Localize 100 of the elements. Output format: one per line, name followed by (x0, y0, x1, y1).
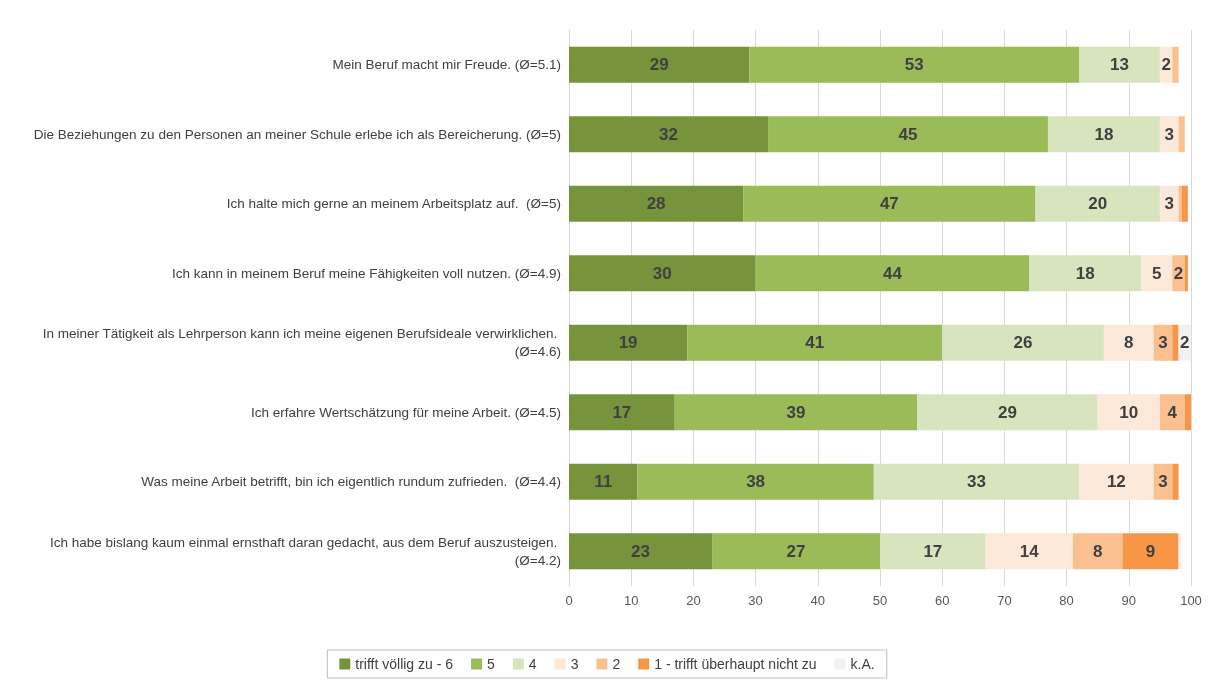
bar (1172, 46, 1179, 83)
data-label: 14 (1019, 541, 1040, 561)
x-tick-label: 20 (686, 593, 701, 608)
bar (1029, 255, 1142, 292)
data-label: 30 (652, 263, 672, 283)
x-tick-label: 70 (997, 593, 1012, 608)
bar (942, 324, 1104, 361)
bar (569, 116, 769, 153)
data-label: 20 (1088, 194, 1108, 214)
bar (569, 46, 750, 83)
data-label: 47 (879, 194, 899, 214)
bar (1079, 46, 1160, 83)
data-label: 9 (1145, 541, 1156, 561)
bar (1178, 116, 1185, 153)
bar (1184, 255, 1188, 292)
bar (569, 185, 744, 222)
data-label: 17 (923, 541, 943, 561)
data-label: 17 (612, 402, 632, 422)
bar (569, 324, 688, 361)
legend-label: 5 (487, 656, 496, 672)
bar (674, 394, 918, 431)
y-tick-label: Mein Beruf macht mir Freude. (Ø=5.1) (332, 57, 561, 73)
bar (1172, 324, 1179, 361)
legend-label: 3 (570, 656, 579, 672)
data-label: 13 (1110, 55, 1129, 75)
bar (569, 533, 713, 570)
data-label: 41 (805, 333, 825, 353)
bar (1079, 463, 1154, 500)
legend-label: 1 - trifft überhaupt nicht zu (654, 656, 817, 672)
x-tick-label: 0 (565, 593, 573, 608)
data-label: 8 (1092, 541, 1103, 561)
bar (1184, 394, 1191, 431)
bar (1097, 394, 1160, 431)
x-tick-label: 90 (1121, 593, 1137, 608)
x-tick-label: 40 (810, 593, 826, 608)
bar (873, 463, 1080, 500)
data-label: 23 (631, 541, 650, 561)
bar (1172, 463, 1179, 500)
bar (1122, 533, 1179, 570)
data-label: 8 (1124, 333, 1134, 353)
bar (1181, 185, 1188, 222)
bar (569, 463, 638, 500)
x-tick-label: 30 (748, 593, 763, 608)
bar (637, 463, 874, 500)
bar (1141, 255, 1173, 292)
data-label: 38 (746, 472, 766, 492)
x-tick-label: 80 (1059, 593, 1074, 608)
bar (1159, 394, 1185, 431)
data-label: 29 (998, 402, 1017, 422)
bar (569, 255, 756, 292)
x-tick-label: 50 (872, 593, 888, 608)
data-label: 39 (786, 402, 806, 422)
bar (712, 533, 880, 570)
data-label: 32 (659, 124, 678, 144)
y-tick-label: Ich kann in meinem Beruf meine Fähigkeiten voll nutzen. (Ø=4.9) (171, 265, 561, 281)
data-label: 3 (1164, 124, 1174, 144)
data-label: 10 (1119, 402, 1139, 422)
data-label: 33 (966, 472, 986, 492)
legend-label: 2 (612, 656, 621, 672)
data-label: 44 (882, 263, 903, 283)
data-label: 4 (1167, 402, 1178, 422)
bar (985, 533, 1073, 570)
data-label: 53 (904, 55, 924, 75)
bar (1178, 185, 1182, 222)
x-tick-label: 60 (934, 593, 950, 608)
legend-label: k.A. (850, 656, 875, 672)
bar (1072, 533, 1123, 570)
bar (1178, 533, 1182, 570)
data-label: 3 (1164, 194, 1174, 214)
bar (1047, 116, 1160, 153)
bar (749, 46, 1080, 83)
y-tick-label: Was meine Arbeit betrifft, bin ich eigentlich rundum zufrieden. (Ø=4.4) (141, 474, 561, 490)
bar (755, 255, 1030, 292)
bar (1035, 185, 1160, 222)
data-label: 28 (646, 194, 666, 214)
data-label: 12 (1106, 472, 1126, 492)
y-tick-label: Ich habe bislang kaum einmal ernsthaft daran gedacht, aus dem Beruf auszusteigen. (Ø=4.2) (49, 534, 561, 568)
data-label: 5 (1152, 263, 1162, 283)
data-label: 19 (618, 333, 638, 353)
data-label: 3 (1158, 472, 1168, 492)
data-label: 3 (1158, 333, 1168, 353)
data-label: 45 (898, 124, 918, 144)
bar (880, 533, 986, 570)
x-tick-label: 10 (623, 593, 639, 608)
bar (917, 394, 1098, 431)
bar (1103, 324, 1154, 361)
y-tick-label: Ich erfahre Wertschätzung für meine Arbeit. (Ø=4.5) (250, 404, 561, 420)
y-tick-label: Die Beziehungen zu den Personen an meiner Schule erlebe ich als Bereicherung. (Ø=5) (33, 126, 561, 142)
bar (768, 116, 1048, 153)
data-label: 2 (1180, 333, 1190, 353)
data-label: 29 (649, 55, 669, 75)
x-tick-label: 100 (1180, 593, 1202, 608)
legend-label: trifft völlig zu - 6 (355, 656, 454, 672)
bar (743, 185, 1036, 222)
bar (569, 394, 675, 431)
data-label: 11 (594, 472, 613, 492)
data-label: 18 (1094, 124, 1114, 144)
data-label: 2 (1161, 55, 1171, 75)
bar (687, 324, 943, 361)
legend-label: 4 (528, 656, 537, 672)
